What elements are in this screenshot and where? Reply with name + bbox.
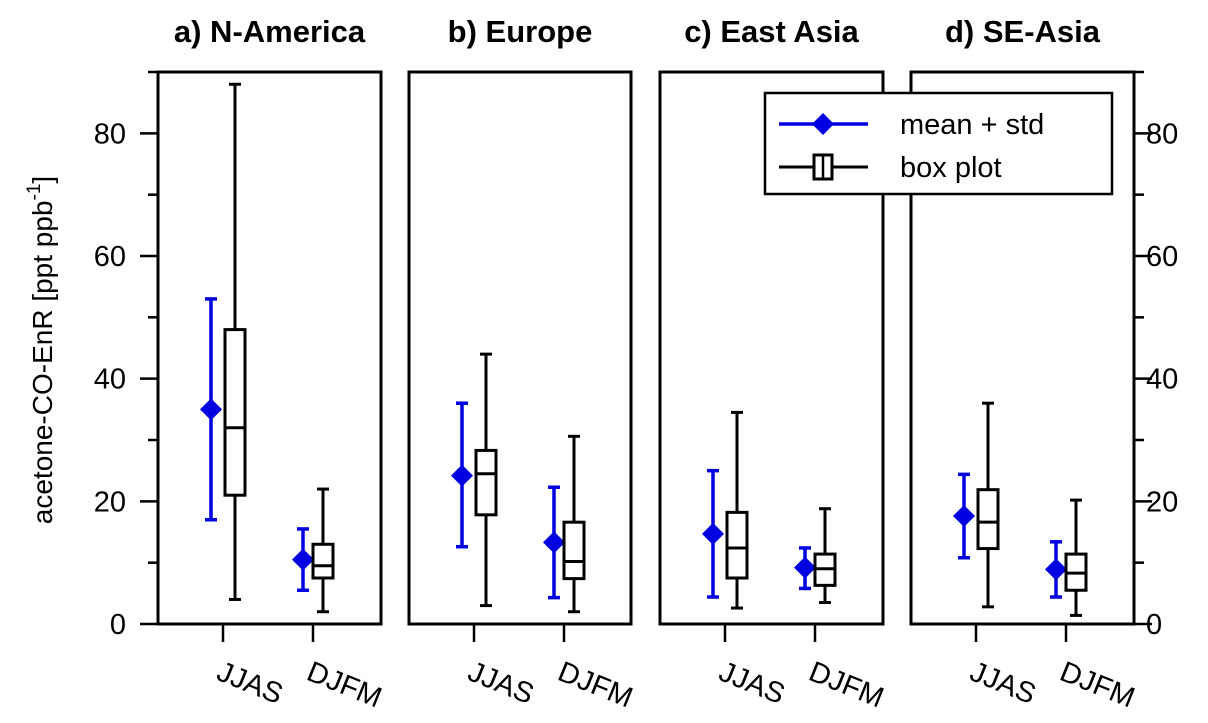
tick-label: 60 <box>1146 241 1178 273</box>
tick-label: 60 <box>94 241 126 273</box>
tick-label: 20 <box>94 486 126 518</box>
mean-diamond <box>292 548 314 571</box>
mean-diamond <box>702 522 724 545</box>
axes-layer: 0 20 40 60 80 0 20 40 60 80 <box>94 70 1178 641</box>
panel-title: b) Europe <box>448 14 593 49</box>
mean-diamond <box>953 505 975 528</box>
y-axis-right: 0 20 40 60 80 <box>1134 70 1178 641</box>
panel-2: b) Europe JJAS DJFM <box>407 14 637 715</box>
tick-label: 40 <box>94 364 126 396</box>
category-label: DJFM <box>1055 656 1139 715</box>
legend: mean + std box plot <box>763 91 1114 196</box>
category-label: JJAS <box>463 656 538 711</box>
diamond-icon <box>812 113 834 135</box>
mean-diamond <box>451 464 473 487</box>
tick-label: 0 <box>110 609 126 641</box>
panel-frame <box>909 70 1136 626</box>
panel-title: a) N-America <box>174 14 366 49</box>
panel-frame <box>407 70 633 626</box>
legend-label-mean: mean + std <box>900 109 1044 141</box>
panel-1: a) N-America JJAS DJFM <box>156 14 386 715</box>
tick-label: 80 <box>94 118 126 150</box>
category-label: DJFM <box>804 656 888 715</box>
panel-frame <box>156 70 383 626</box>
mean-diamond <box>200 398 222 421</box>
category-label: JJAS <box>714 656 789 711</box>
category-label: DJFM <box>553 656 637 715</box>
tick-label: 80 <box>1146 118 1178 150</box>
tick-label: 0 <box>1146 609 1162 641</box>
iqr-box <box>311 542 335 580</box>
mean-diamond <box>1045 558 1067 581</box>
mean-diamond <box>794 556 816 579</box>
tick-label: 20 <box>1146 486 1178 518</box>
iqr-box <box>474 448 498 517</box>
panel-frame <box>658 70 885 626</box>
category-label: DJFM <box>302 656 386 715</box>
panel-title: d) SE-Asia <box>945 14 1101 49</box>
category-label: JJAS <box>965 656 1040 711</box>
panel-title: c) East Asia <box>684 14 859 49</box>
iqr-box <box>223 328 247 497</box>
y-axis-label: acetone-CO-EnR [ppt ppb-1] <box>24 176 58 524</box>
legend-label-box: box plot <box>900 152 1002 184</box>
iqr-box <box>976 488 1000 551</box>
iqr-box <box>562 520 586 581</box>
tick-label: 40 <box>1146 364 1178 396</box>
iqr-box <box>725 510 749 580</box>
category-label: JJAS <box>212 656 287 711</box>
mean-diamond <box>543 531 565 554</box>
y-axis-left: 0 20 40 60 80 <box>94 70 158 641</box>
